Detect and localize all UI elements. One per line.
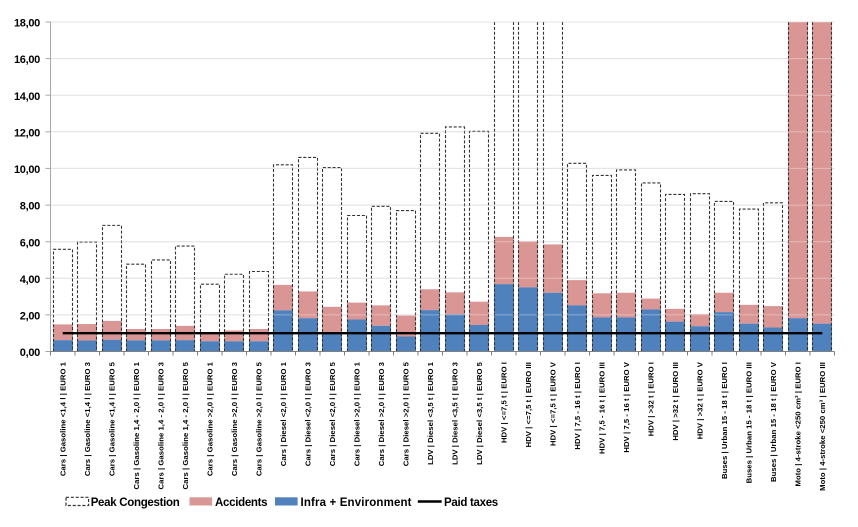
svg-text:Cars | Diesel >2,0 l | EURO 3: Cars | Diesel >2,0 l | EURO 3 [377,362,386,466]
svg-text:HDV | 7,5 - 16 t | EURO V: HDV | 7,5 - 16 t | EURO V [622,361,631,452]
svg-text:HDV | >32 t | EURO I: HDV | >32 t | EURO I [647,362,656,436]
svg-text:HDV | 7,5 - 16 t | EURO I: HDV | 7,5 - 16 t | EURO I [573,362,582,450]
svg-text:HDV | <=7,5 t | EURO V: HDV | <=7,5 t | EURO V [549,361,558,446]
svg-text:Cars | Diesel >2,0 l | EURO 1: Cars | Diesel >2,0 l | EURO 1 [353,361,362,466]
svg-text:Cars | Gasoline <1,4 l | EURO: Cars | Gasoline <1,4 l | EURO 3 [83,362,92,476]
svg-text:16,00: 16,00 [14,54,40,66]
svg-text:Accidents: Accidents [215,497,267,509]
svg-text:Cars | Gasoline >2,0 l | EURO: Cars | Gasoline >2,0 l | EURO 5 [255,361,264,476]
svg-text:Cars | Gasoline >2,0 l | EURO: Cars | Gasoline >2,0 l | EURO 1 [206,361,215,476]
svg-text:Moto | 4-stroke <250 cm³ | EUR: Moto | 4-stroke <250 cm³ | EURO I [794,362,803,487]
svg-text:HDV | 7,5 - 16 t | EURO III: HDV | 7,5 - 16 t | EURO III [598,362,607,454]
svg-text:LDV | Diesel <3,5 t | EURO 1: LDV | Diesel <3,5 t | EURO 1 [426,361,435,465]
svg-text:14,00: 14,00 [14,91,40,103]
svg-text:12,00: 12,00 [14,127,40,139]
svg-text:HDV | >32 t | EURO V: HDV | >32 t | EURO V [696,361,705,439]
svg-text:Moto | 4-stroke <250 cm³ | EUR: Moto | 4-stroke <250 cm³ | EURO III [818,362,827,491]
svg-text:8,00: 8,00 [20,201,40,213]
svg-text:Peak Congestion: Peak Congestion [91,497,180,509]
svg-text:HDV | <=7,5 t | EURO III: HDV | <=7,5 t | EURO III [524,362,533,447]
svg-text:Cars | Gasoline 1,4 - 2,0 l |: Cars | Gasoline 1,4 - 2,0 l | EURO 5 [181,361,190,489]
svg-text:Cars | Diesel <2,0 l | EURO 1: Cars | Diesel <2,0 l | EURO 1 [279,361,288,466]
svg-text:Infra + Environment: Infra + Environment [301,497,412,509]
svg-text:LDV | Diesel <3,5 t | EURO 5: LDV | Diesel <3,5 t | EURO 5 [475,361,484,465]
svg-text:Cars | Diesel <2,0 l | EURO 5: Cars | Diesel <2,0 l | EURO 5 [328,361,337,466]
svg-text:Buses | Urban 15 - 18 t | EURO: Buses | Urban 15 - 18 t | EURO III [745,362,754,483]
svg-text:Cars | Gasoline <1,4 l | EURO: Cars | Gasoline <1,4 l | EURO 1 [59,361,68,476]
svg-text:4,00: 4,00 [20,274,40,286]
svg-text:Cars | Gasoline >2,0 l | EURO: Cars | Gasoline >2,0 l | EURO 3 [230,362,239,476]
svg-text:Cars | Gasoline <1,4 l | EURO: Cars | Gasoline <1,4 l | EURO 5 [108,361,117,476]
svg-text:2,00: 2,00 [20,311,40,323]
svg-text:Paid taxes: Paid taxes [444,497,498,509]
svg-text:10,00: 10,00 [14,164,40,176]
svg-text:0,00: 0,00 [20,347,40,359]
svg-text:6,00: 6,00 [20,237,40,249]
svg-text:Buses | Urban 15 - 18 t | EURO: Buses | Urban 15 - 18 t | EURO V [769,361,778,482]
svg-text:18,00: 18,00 [14,18,40,30]
svg-text:HDV | <=7,5 t | EURO I: HDV | <=7,5 t | EURO I [500,362,509,443]
svg-text:Buses | Urban 15 - 18 t | EURO: Buses | Urban 15 - 18 t | EURO I [720,362,729,479]
svg-text:Cars | Gasoline 1,4 - 2,0 l |: Cars | Gasoline 1,4 - 2,0 l | EURO 1 [132,361,141,489]
svg-text:LDV | Diesel <3,5 t | EURO 3: LDV | Diesel <3,5 t | EURO 3 [451,362,460,465]
svg-text:Cars | Diesel <2,0 l | EURO 3: Cars | Diesel <2,0 l | EURO 3 [304,362,313,466]
svg-text:Cars | Diesel >2,0 l | EURO 5: Cars | Diesel >2,0 l | EURO 5 [402,361,411,466]
svg-text:Cars | Gasoline 1,4 - 2,0 l |: Cars | Gasoline 1,4 - 2,0 l | EURO 3 [157,362,166,489]
svg-text:HDV | >32 t | EURO III: HDV | >32 t | EURO III [671,362,680,441]
